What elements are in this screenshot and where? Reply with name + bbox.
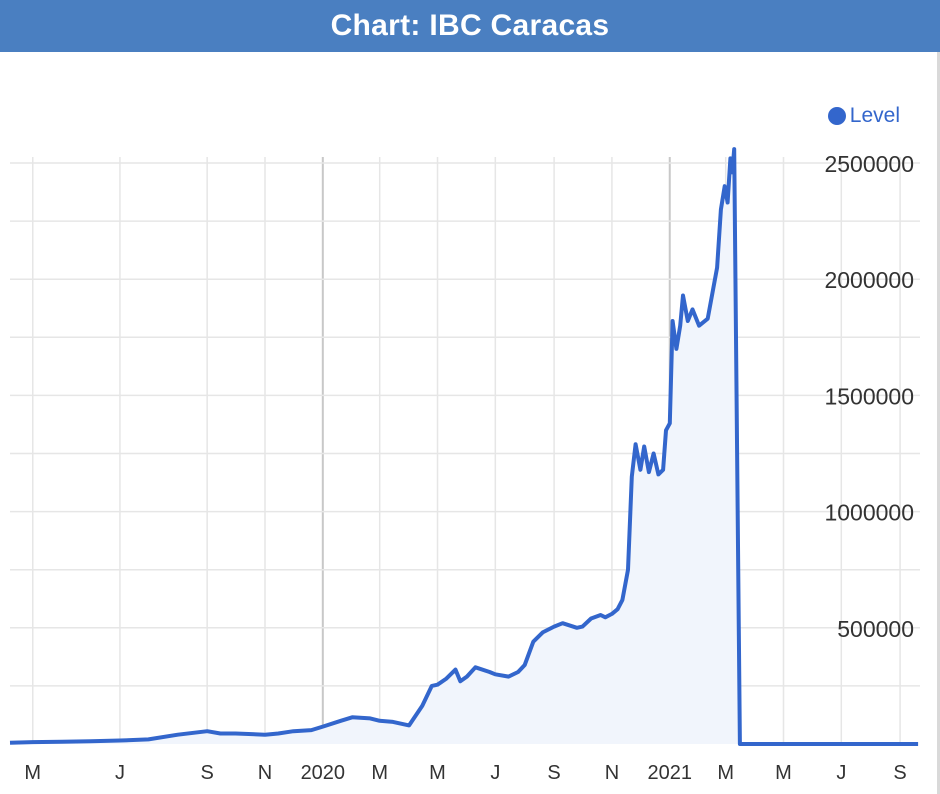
x-tick-label-1: J — [115, 762, 125, 784]
vertical-gridlines — [32, 157, 901, 744]
x-tick-label-4: 2020 — [301, 762, 346, 784]
horizontal-gridlines — [10, 162, 920, 687]
x-tick-label-8: S — [547, 762, 560, 784]
legend-label-level: Level — [849, 104, 900, 127]
x-tick-label-0: M — [24, 762, 41, 784]
series-line-level — [9, 147, 919, 746]
chart-header: Chart: IBC Caracas — [0, 0, 940, 52]
x-axis-tick-labels: M J S N 2020 M M J S N 2021 M M J S — [24, 762, 906, 784]
y-tick-label-1: 1000000 — [824, 500, 914, 526]
x-tick-label-5: M — [371, 762, 388, 784]
x-tick-label-10: 2021 — [648, 762, 693, 784]
x-tick-label-13: J — [836, 762, 846, 784]
y-tick-label-0: 500000 — [837, 616, 914, 642]
panel-border — [937, 52, 940, 794]
x-tick-label-3: N — [258, 762, 272, 784]
x-tick-label-9: N — [605, 762, 619, 784]
chart-title: Chart: IBC Caracas — [330, 9, 610, 42]
x-tick-label-7: J — [490, 762, 500, 784]
y-tick-label-2: 1500000 — [824, 383, 914, 409]
x-tick-label-11: M — [717, 762, 734, 784]
series-area-level — [10, 149, 919, 745]
x-tick-label-12: M — [775, 762, 792, 784]
y-tick-label-4: 2500000 — [824, 151, 914, 177]
y-axis-tick-labels: 500000 1000000 1500000 2000000 2500000 — [824, 151, 914, 642]
legend: Level — [827, 104, 900, 128]
legend-marker-icon — [827, 107, 846, 125]
x-tick-label-14: S — [893, 762, 906, 784]
x-tick-label-2: S — [200, 762, 213, 784]
x-tick-label-6: M — [429, 762, 446, 784]
y-tick-label-3: 2000000 — [824, 267, 914, 293]
